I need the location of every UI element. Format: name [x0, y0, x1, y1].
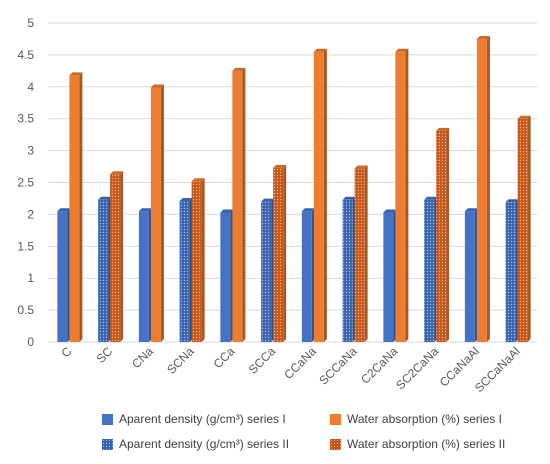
x-tick-label: SCCa [246, 344, 279, 377]
bar [57, 208, 71, 342]
x-tick-label: CCa [211, 344, 238, 371]
bar [150, 84, 164, 343]
y-tick-label: 0 [27, 335, 34, 349]
bar [342, 196, 356, 342]
y-tick-label: 2.5 [17, 176, 34, 190]
bar [69, 72, 83, 342]
x-axis-ticks: C SC CNa SCNa CCa SCCa CCaNaSCCaNaC2CaNaSC2CaN… [58, 344, 522, 395]
bars [57, 35, 531, 343]
y-tick-label: 4.5 [17, 48, 34, 62]
y-tick-label: 1 [27, 271, 34, 285]
x-tick-label: C [58, 344, 74, 360]
bar [138, 208, 152, 342]
x-tick-label: SC2CaNa [393, 344, 441, 392]
y-tick-label: 2 [27, 207, 34, 221]
bar [505, 199, 519, 342]
bar [476, 35, 490, 342]
y-tick-label: 3 [27, 144, 34, 158]
x-tick-label: SCCaNa [316, 344, 360, 388]
bar [191, 178, 205, 342]
y-tick-label: 1.5 [17, 239, 34, 253]
bar [436, 127, 450, 343]
bar [395, 48, 409, 343]
bar [424, 196, 438, 342]
x-tick-label: SCNa [164, 344, 197, 377]
bar [261, 198, 275, 342]
bar [220, 209, 234, 342]
bar [110, 171, 124, 342]
y-tick-label: 3.5 [17, 112, 34, 126]
x-tick-label: CNa [129, 344, 156, 371]
bar [301, 208, 315, 342]
bar [313, 48, 327, 343]
bar [517, 115, 531, 342]
y-tick-label: 5 [27, 16, 34, 30]
bar [273, 164, 287, 342]
bar [98, 196, 112, 342]
y-tick-label: 0.5 [17, 303, 34, 317]
y-axis-ticks: 0 0.5 1 1.5 2 2.5 3 3.5 4 4.5 5 [17, 16, 34, 349]
bar [354, 165, 368, 342]
bar [464, 208, 478, 342]
bar [383, 209, 397, 342]
grid-lines [48, 22, 537, 343]
y-tick-label: 4 [27, 80, 34, 94]
x-tick-label: SC [94, 344, 116, 366]
x-tick-label: CCaNa [281, 344, 319, 382]
bar [232, 67, 246, 342]
bar [179, 198, 193, 342]
